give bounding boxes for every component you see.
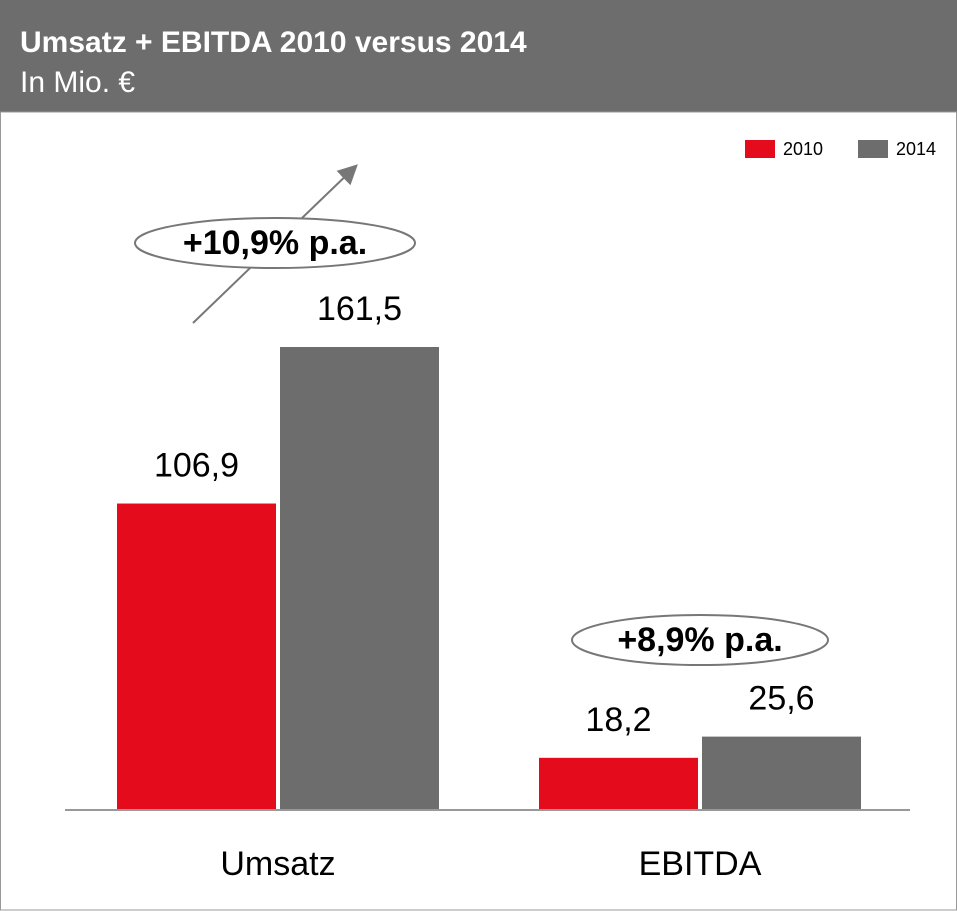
legend-label: 2014	[896, 139, 936, 159]
value-label: 161,5	[317, 290, 402, 328]
chart-title: Umsatz + EBITDA 2010 versus 2014	[20, 26, 527, 59]
chart-subtitle: In Mio. €	[20, 66, 135, 99]
x-tick-label: Umsatz	[220, 845, 335, 883]
bar	[117, 503, 276, 810]
bar	[280, 347, 439, 810]
x-tick-label: EBITDA	[639, 845, 762, 883]
bar	[539, 757, 698, 810]
header-bar	[0, 0, 957, 112]
bar	[702, 736, 861, 810]
value-label: 106,9	[154, 447, 239, 485]
legend-swatch	[745, 140, 775, 158]
value-label: 25,6	[748, 680, 814, 718]
value-label: 18,2	[585, 701, 651, 739]
annotation-ellipse	[571, 614, 829, 666]
annotation-ellipse	[134, 217, 416, 269]
legend-swatch	[858, 140, 888, 158]
legend-label: 2010	[783, 139, 823, 159]
annotation: +10,9% p.a.	[183, 224, 367, 262]
annotation: +8,9% p.a.	[617, 621, 782, 659]
